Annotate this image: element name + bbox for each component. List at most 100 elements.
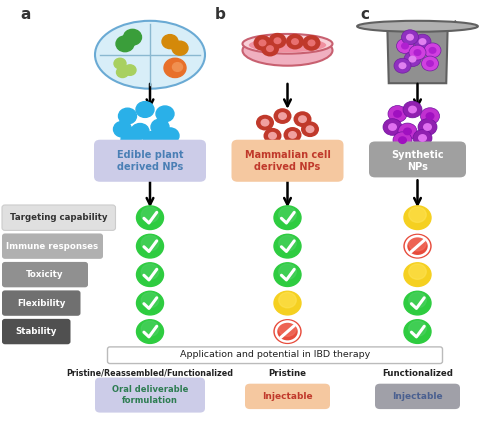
Text: Edible plant
derived NPs: Edible plant derived NPs bbox=[117, 149, 183, 172]
Circle shape bbox=[274, 37, 281, 44]
Text: Application and potential in IBD therapy: Application and potential in IBD therapy bbox=[180, 350, 370, 359]
Circle shape bbox=[162, 35, 178, 49]
FancyBboxPatch shape bbox=[95, 378, 205, 413]
FancyBboxPatch shape bbox=[2, 233, 103, 259]
Circle shape bbox=[408, 321, 426, 336]
Ellipse shape bbox=[95, 21, 205, 88]
Circle shape bbox=[408, 207, 426, 223]
Circle shape bbox=[274, 206, 301, 230]
Circle shape bbox=[260, 119, 270, 127]
Circle shape bbox=[136, 234, 164, 258]
Circle shape bbox=[404, 234, 431, 258]
Circle shape bbox=[393, 110, 402, 118]
Text: Flexibility: Flexibility bbox=[17, 299, 66, 307]
Circle shape bbox=[398, 123, 417, 140]
Circle shape bbox=[298, 115, 307, 123]
Circle shape bbox=[302, 35, 320, 51]
Circle shape bbox=[414, 34, 431, 49]
Circle shape bbox=[268, 33, 286, 49]
Polygon shape bbox=[388, 26, 448, 83]
Text: a: a bbox=[20, 7, 30, 21]
FancyBboxPatch shape bbox=[2, 290, 80, 316]
Circle shape bbox=[404, 206, 431, 230]
Circle shape bbox=[141, 264, 159, 279]
Circle shape bbox=[388, 123, 397, 131]
Circle shape bbox=[116, 36, 134, 52]
Circle shape bbox=[426, 112, 434, 120]
Circle shape bbox=[124, 29, 142, 45]
Text: c: c bbox=[360, 7, 369, 21]
Circle shape bbox=[404, 52, 421, 67]
Circle shape bbox=[428, 47, 436, 54]
Circle shape bbox=[404, 320, 431, 343]
Circle shape bbox=[121, 132, 139, 148]
Circle shape bbox=[172, 41, 188, 55]
Circle shape bbox=[418, 38, 426, 45]
Circle shape bbox=[172, 63, 182, 71]
Circle shape bbox=[274, 320, 301, 343]
Circle shape bbox=[141, 236, 159, 251]
Text: b: b bbox=[215, 7, 226, 21]
Circle shape bbox=[274, 108, 291, 124]
Circle shape bbox=[151, 119, 169, 135]
Circle shape bbox=[308, 39, 316, 46]
Circle shape bbox=[124, 65, 136, 75]
Circle shape bbox=[422, 56, 438, 71]
Circle shape bbox=[408, 236, 426, 251]
Circle shape bbox=[404, 263, 431, 286]
Circle shape bbox=[278, 207, 296, 223]
Circle shape bbox=[424, 43, 441, 58]
Text: Targeting capability: Targeting capability bbox=[10, 213, 108, 222]
Text: Pristine: Pristine bbox=[268, 369, 306, 378]
Circle shape bbox=[406, 34, 414, 41]
Text: Mammalian cell
derived NPs: Mammalian cell derived NPs bbox=[244, 149, 330, 172]
Circle shape bbox=[420, 108, 440, 124]
Circle shape bbox=[136, 206, 164, 230]
FancyBboxPatch shape bbox=[369, 141, 466, 177]
Circle shape bbox=[118, 108, 136, 124]
Circle shape bbox=[141, 321, 159, 336]
Text: Oral deliverable
formulation: Oral deliverable formulation bbox=[112, 385, 188, 405]
Circle shape bbox=[413, 130, 432, 146]
Circle shape bbox=[256, 115, 274, 131]
Circle shape bbox=[274, 234, 301, 258]
Circle shape bbox=[268, 132, 277, 140]
Circle shape bbox=[398, 62, 406, 69]
Circle shape bbox=[394, 58, 411, 73]
Circle shape bbox=[408, 56, 416, 63]
Circle shape bbox=[161, 128, 179, 144]
Circle shape bbox=[401, 42, 409, 49]
FancyBboxPatch shape bbox=[232, 140, 344, 182]
Circle shape bbox=[164, 58, 186, 78]
Circle shape bbox=[136, 263, 164, 286]
FancyBboxPatch shape bbox=[94, 140, 206, 182]
Circle shape bbox=[131, 124, 149, 139]
Circle shape bbox=[264, 128, 281, 144]
Ellipse shape bbox=[242, 35, 332, 66]
Text: Functionalized: Functionalized bbox=[382, 369, 453, 378]
Text: Synthetic
NPs: Synthetic NPs bbox=[391, 149, 444, 172]
Circle shape bbox=[286, 34, 304, 49]
FancyBboxPatch shape bbox=[2, 262, 88, 287]
Circle shape bbox=[278, 112, 287, 120]
Text: Stability: Stability bbox=[16, 327, 57, 336]
Circle shape bbox=[258, 39, 266, 46]
Circle shape bbox=[393, 132, 412, 148]
Circle shape bbox=[274, 291, 301, 315]
Circle shape bbox=[136, 320, 164, 343]
Circle shape bbox=[114, 121, 132, 137]
Ellipse shape bbox=[249, 38, 326, 52]
Text: Injectable: Injectable bbox=[262, 392, 313, 401]
Ellipse shape bbox=[242, 34, 332, 54]
Circle shape bbox=[116, 67, 128, 78]
Circle shape bbox=[278, 236, 296, 251]
Circle shape bbox=[278, 321, 296, 336]
Circle shape bbox=[408, 293, 426, 308]
Circle shape bbox=[278, 264, 296, 279]
Circle shape bbox=[284, 127, 302, 143]
Circle shape bbox=[409, 45, 426, 60]
FancyBboxPatch shape bbox=[2, 319, 70, 344]
Circle shape bbox=[403, 101, 422, 118]
Circle shape bbox=[141, 293, 159, 308]
Circle shape bbox=[423, 123, 432, 131]
